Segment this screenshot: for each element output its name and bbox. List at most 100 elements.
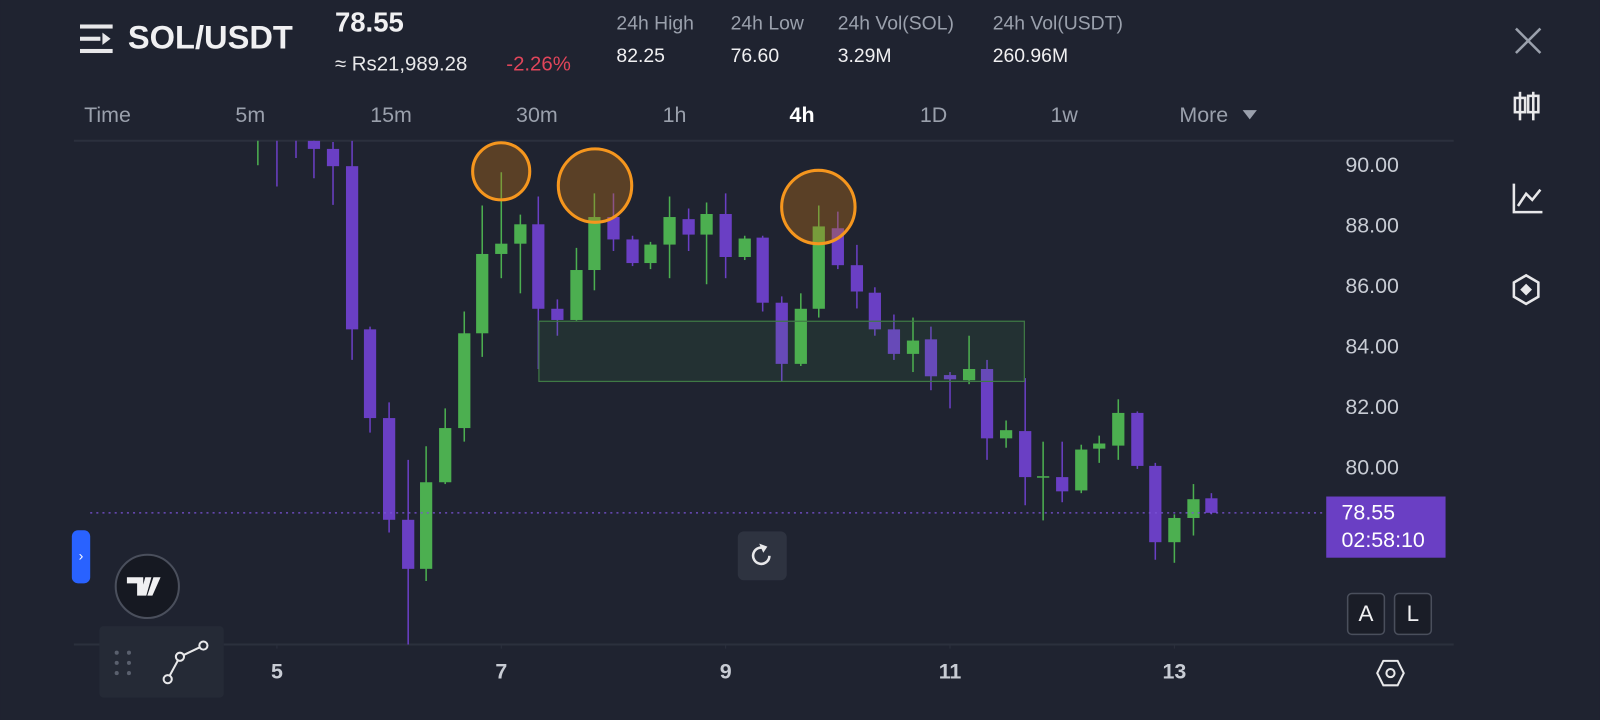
candle-body xyxy=(1112,412,1125,446)
timeframe-tab[interactable]: 1D xyxy=(920,103,947,127)
stat-label: 24h Low xyxy=(731,13,805,35)
candle-body xyxy=(439,428,452,483)
stat-label: 24h Vol(SOL) xyxy=(838,13,954,35)
candle-body xyxy=(775,302,788,364)
scale-button-label: L xyxy=(1407,601,1419,626)
stat-label: 24h High xyxy=(616,13,694,35)
candle-body xyxy=(663,217,676,245)
candle-body xyxy=(980,369,994,439)
x-tick-label: 7 xyxy=(495,660,507,684)
candle-body xyxy=(363,329,377,419)
marker-circle xyxy=(780,168,857,246)
candle-body xyxy=(326,148,340,167)
candle-body xyxy=(514,224,527,244)
candle-body xyxy=(943,375,957,380)
timeframe-tab[interactable]: 4h xyxy=(790,103,815,127)
drawing-tools[interactable] xyxy=(99,626,224,698)
timeframe-tab[interactable]: 1h xyxy=(663,103,687,127)
candle-body xyxy=(719,214,732,257)
settings-hex-icon[interactable] xyxy=(1512,273,1540,306)
candle-body xyxy=(307,140,321,149)
candle-body xyxy=(1056,477,1069,492)
marker-circle xyxy=(556,147,634,224)
candle-body xyxy=(382,418,396,520)
candle-type-icon[interactable] xyxy=(1513,91,1540,121)
candle-body xyxy=(476,253,489,334)
candle-body xyxy=(644,244,657,264)
fiat-price: ≈ Rs21,989.28 xyxy=(335,54,467,76)
countdown-label: 02:58:10 xyxy=(1342,528,1425,552)
tradingview-logo[interactable] xyxy=(114,553,180,620)
y-tick-label: 82.00 xyxy=(1345,395,1399,419)
timeframe-tab[interactable]: 5m xyxy=(235,103,265,127)
marker-circle xyxy=(471,141,532,202)
side-tab-arrow: › xyxy=(79,549,84,565)
timeframe-tab[interactable]: 15m xyxy=(370,103,412,127)
price-change: -2.26% xyxy=(506,54,571,76)
last-price-label: 78.55 xyxy=(1342,501,1396,525)
candle-body xyxy=(570,270,583,320)
close-button[interactable] xyxy=(1515,27,1542,54)
range-box xyxy=(538,320,1025,383)
candle-body xyxy=(1037,476,1050,478)
x-tick-label: 11 xyxy=(939,660,962,684)
timeframe-tab[interactable]: 30m xyxy=(516,103,558,127)
y-tick-label: 80.00 xyxy=(1345,456,1399,480)
stat-value: 82.25 xyxy=(616,45,664,67)
stat-label: 24h Vol(USDT) xyxy=(993,13,1123,35)
stat-value: 76.60 xyxy=(731,45,780,67)
scale-button-label: A xyxy=(1359,601,1374,626)
candle-body xyxy=(738,238,751,257)
last-price-box xyxy=(1326,496,1446,558)
y-tick-label: 88.00 xyxy=(1345,213,1399,237)
candle-body xyxy=(868,292,881,330)
candle-body xyxy=(1075,449,1088,491)
stat-value: 3.29M xyxy=(838,45,892,67)
dropdown-arrow xyxy=(1242,110,1257,120)
candle-body xyxy=(906,340,920,354)
candle-body xyxy=(532,224,545,309)
candle-body xyxy=(924,339,938,377)
x-tick-label: 13 xyxy=(1162,660,1186,684)
reset-button[interactable] xyxy=(737,531,787,581)
candle-body xyxy=(887,329,901,354)
timeframe-tab[interactable]: More xyxy=(1179,103,1228,127)
y-tick-label: 86.00 xyxy=(1345,274,1399,298)
axis-settings-icon[interactable] xyxy=(1376,659,1405,687)
candle-body xyxy=(682,219,695,235)
candle-body xyxy=(1205,498,1218,513)
candles xyxy=(257,140,1218,645)
y-tick-label: 90.00 xyxy=(1345,153,1399,177)
timeframe-tab[interactable]: Time xyxy=(84,103,131,127)
candle-body xyxy=(551,308,564,320)
scale-button[interactable] xyxy=(1393,592,1433,636)
candle-body xyxy=(1168,517,1181,543)
indicator-icon[interactable] xyxy=(1512,183,1543,214)
scale-button[interactable] xyxy=(1346,592,1386,636)
candle-body xyxy=(420,482,433,569)
timeframe-tab[interactable]: 1w xyxy=(1050,103,1078,127)
candle-body xyxy=(402,519,415,569)
candle-body xyxy=(588,217,601,271)
candle-body xyxy=(1019,431,1032,478)
candle-body xyxy=(1187,499,1200,518)
candle-body xyxy=(495,243,508,254)
menu-icon[interactable] xyxy=(80,24,113,54)
stat-value: 260.96M xyxy=(993,45,1068,67)
candle-body xyxy=(458,333,471,429)
side-tab[interactable] xyxy=(71,530,91,584)
candle-body xyxy=(700,214,713,235)
candle-body xyxy=(756,237,769,303)
y-tick-label: 84.00 xyxy=(1345,334,1399,358)
pair-title: SOL/USDT xyxy=(128,18,293,55)
candle-body xyxy=(1149,465,1162,543)
candle-body xyxy=(607,217,620,240)
candle-body xyxy=(812,226,825,309)
candle-body xyxy=(1131,412,1144,466)
candle-body xyxy=(626,239,639,264)
candle-body xyxy=(794,308,807,364)
candle-body xyxy=(1093,443,1106,449)
last-price: 78.55 xyxy=(335,7,404,38)
